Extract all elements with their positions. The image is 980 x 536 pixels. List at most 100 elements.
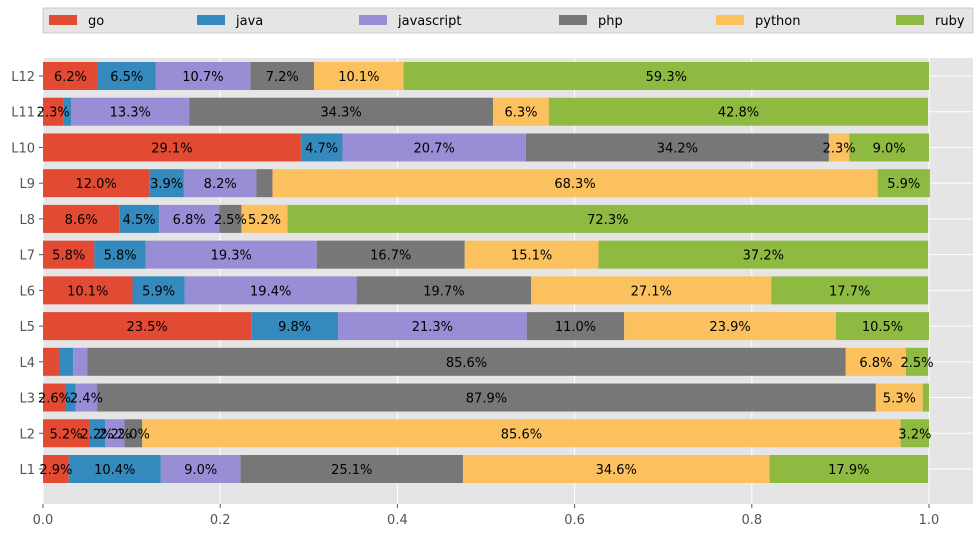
- bar-l12-php: [250, 62, 315, 90]
- data-label: 2.5%: [901, 356, 934, 371]
- bar-l11-php: [189, 97, 494, 126]
- x-tick-label: 0.6: [564, 513, 585, 528]
- y-tick-label: L10: [11, 141, 35, 156]
- data-label: 2.4%: [70, 392, 103, 407]
- bar-l6-python: [531, 276, 772, 305]
- data-label: 19.4%: [250, 284, 291, 299]
- data-label: 3.9%: [150, 177, 183, 192]
- bar-l4-go: [43, 347, 59, 376]
- x-tick-label: 0.2: [210, 513, 231, 528]
- data-label: 5.3%: [883, 392, 916, 407]
- y-tick-label: L4: [19, 356, 35, 371]
- data-label: 8.6%: [65, 213, 98, 228]
- bar-l12-ruby: [403, 62, 929, 90]
- bar-l6-go: [43, 276, 133, 305]
- bar-l11-python: [493, 97, 549, 126]
- data-label: 2.2%: [81, 427, 114, 442]
- bar-l2-go: [43, 419, 90, 448]
- data-label: 10.5%: [862, 320, 903, 335]
- data-label: 10.4%: [94, 463, 135, 478]
- data-label: 87.9%: [466, 392, 507, 407]
- data-label: 5.2%: [248, 213, 281, 228]
- data-label: 8.2%: [204, 177, 237, 192]
- bar-l11-go: [43, 97, 64, 126]
- data-label: 37.2%: [743, 249, 784, 264]
- bar-l7-java: [94, 240, 146, 269]
- x-axis: 0.0 0.2 0.4 0.6 0.8 1.0: [33, 504, 939, 528]
- data-label: 9.8%: [278, 320, 311, 335]
- data-label: 72.3%: [587, 213, 628, 228]
- y-tick-label: L7: [19, 249, 35, 264]
- y-tick-label: L6: [19, 284, 35, 299]
- bar-l3-php: [97, 383, 876, 412]
- bars-layer: [43, 62, 930, 483]
- data-label: 12.0%: [76, 177, 117, 192]
- data-label: 19.3%: [211, 249, 252, 264]
- data-label: 6.5%: [110, 70, 143, 85]
- bar-l7-php: [316, 240, 465, 269]
- legend-swatch-ruby: [896, 15, 924, 25]
- data-label: 6.8%: [859, 356, 892, 371]
- legend-label-ruby: ruby: [935, 14, 965, 29]
- bar-l5-ruby: [835, 312, 929, 341]
- legend-label-java: java: [235, 14, 263, 29]
- y-tick-label: L3: [19, 392, 35, 407]
- bar-l2-ruby: [900, 419, 929, 448]
- bar-l9-java: [149, 169, 184, 198]
- bar-l7-ruby: [598, 240, 929, 269]
- bar-l1-ruby: [769, 455, 929, 483]
- bar-l12-javascript: [155, 62, 251, 90]
- y-tick-label: L1: [19, 463, 35, 478]
- bar-l3-java: [66, 383, 76, 412]
- legend-box: [42, 7, 974, 34]
- bar-l10-javascript: [342, 133, 526, 162]
- legend-label-python: python: [755, 14, 800, 29]
- bar-l10-java: [300, 133, 343, 162]
- data-label: 59.3%: [646, 70, 687, 85]
- data-label: 17.9%: [828, 463, 869, 478]
- bar-l11-javascript: [71, 97, 190, 126]
- bar-l12-java: [97, 62, 156, 90]
- legend-label-javascript: javascript: [397, 14, 461, 29]
- legend-swatch-go: [49, 15, 77, 25]
- data-label: 2.0%: [117, 427, 150, 442]
- bar-l10-ruby: [849, 133, 929, 162]
- bar-l5-go: [43, 312, 252, 341]
- bar-l8-ruby: [287, 204, 929, 233]
- bar-l3-javascript: [75, 383, 98, 412]
- data-label: 68.3%: [554, 177, 595, 192]
- y-tick-label: L2: [19, 427, 35, 442]
- y-tick-label: L5: [19, 320, 35, 335]
- bar-l2-java: [89, 419, 106, 448]
- bar-l4-python: [845, 347, 906, 376]
- data-label: 10.1%: [67, 284, 108, 299]
- data-label: 85.6%: [446, 356, 487, 371]
- bar-l6-javascript: [184, 276, 357, 305]
- legend-label-php: php: [598, 14, 623, 29]
- data-label: 34.3%: [320, 106, 361, 121]
- data-label: 2.3%: [37, 106, 70, 121]
- bar-l12-python: [314, 62, 404, 90]
- bar-l4-php: [87, 347, 846, 376]
- bar-l9-javascript: [183, 169, 257, 198]
- data-label: 29.1%: [151, 141, 192, 156]
- legend: go java javascript php python ruby: [42, 7, 974, 34]
- legend-label-go: go: [88, 14, 104, 29]
- bar-l9-php: [256, 169, 273, 198]
- bar-l6-ruby: [771, 276, 929, 305]
- data-label: 7.2%: [266, 70, 299, 85]
- legend-swatch-java: [197, 15, 225, 25]
- bar-l2-javascript: [105, 419, 125, 448]
- data-label: 85.6%: [501, 427, 542, 442]
- y-tick-label: L12: [11, 70, 35, 85]
- data-label: 4.5%: [123, 213, 156, 228]
- y-axis: L1 L2 L3 L4 L5 L6 L7 L8 L9 L10 L11 L12: [11, 70, 43, 478]
- data-label: 6.2%: [54, 70, 87, 85]
- bar-l3-ruby: [922, 383, 929, 412]
- bar-l2-php: [124, 419, 143, 448]
- x-tick-label: 0.4: [387, 513, 408, 528]
- data-label: 6.8%: [173, 213, 206, 228]
- bar-l1-go: [43, 455, 69, 483]
- data-label: 15.1%: [511, 249, 552, 264]
- data-label: 10.7%: [182, 70, 223, 85]
